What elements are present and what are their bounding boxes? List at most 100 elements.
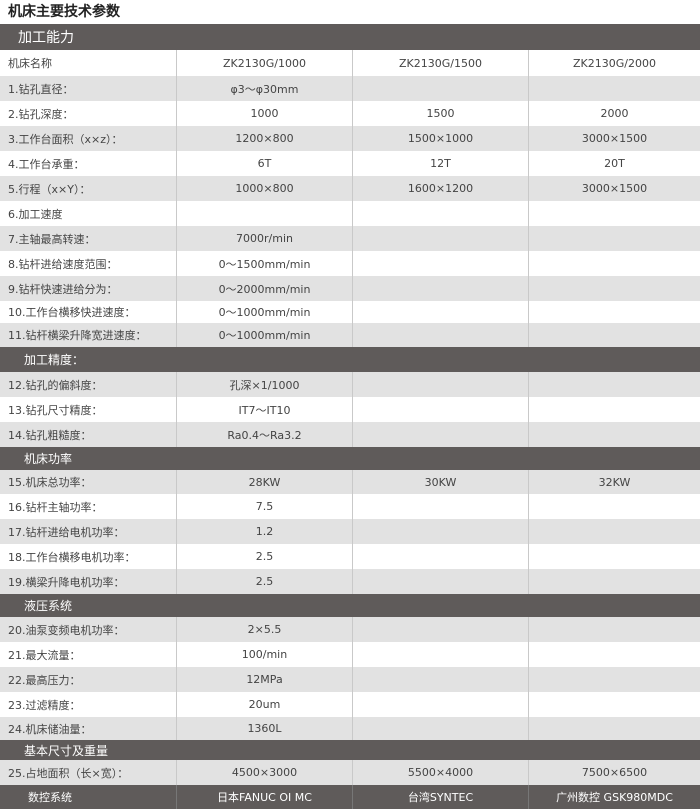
page-title: 机床主要技术参数: [8, 4, 120, 20]
table-row: 18.工作台横移电机功率： 2.5: [0, 544, 700, 569]
table-row: 20.油泵变频电机功率： 2×5.5: [0, 617, 700, 642]
param-label: 1.钻孔直径：: [8, 82, 74, 96]
param-value: [528, 667, 700, 692]
param-value: [528, 642, 700, 667]
section-header: 液压系统: [0, 594, 700, 617]
param-label: 24.机床储油量：: [8, 722, 92, 736]
table-row: 14.钻孔粗糙度： Ra0.4～Ra3.2: [0, 422, 700, 447]
param-value: [352, 617, 528, 642]
param-value: [352, 226, 528, 251]
param-label: 11.钻杆横梁升降宽进速度：: [8, 329, 147, 342]
param-value: [352, 276, 528, 301]
param-value: 20T: [528, 151, 700, 176]
param-value: [352, 422, 528, 447]
param-label: 机床名称: [8, 57, 52, 70]
param-value: 2×5.5: [176, 617, 352, 642]
param-value: 12MPa: [176, 667, 352, 692]
param-value: 2000: [528, 101, 700, 126]
param-label: 4.工作台承重：: [8, 157, 85, 171]
param-value: [352, 667, 528, 692]
param-label: 22.最高压力：: [8, 673, 81, 687]
param-value: [528, 226, 700, 251]
param-value: 2.5: [176, 544, 352, 569]
param-label: 10.工作台横移快进速度：: [8, 306, 136, 319]
param-value: ZK2130G/2000: [528, 50, 700, 76]
param-label: 12.钻孔的偏斜度：: [8, 378, 103, 392]
param-value: [352, 251, 528, 276]
table-row: 24.机床储油量： 1360L: [0, 717, 700, 740]
param-value: 28KW: [176, 470, 352, 494]
param-label: 14.钻孔粗糙度：: [8, 428, 92, 442]
table-row: 11.钻杆横梁升降宽进速度： 0～1000mm/min: [0, 323, 700, 347]
table-row: 23.过滤精度： 20um: [0, 692, 700, 717]
table-row: 25.占地面积（长×宽）： 4500×3000 5500×4000 7500×6500: [0, 760, 700, 785]
param-label: 16.钻杆主轴功率：: [8, 500, 103, 514]
table-row: 15.机床总功率： 28KW 30KW 32KW: [0, 470, 700, 494]
param-value: [528, 76, 700, 101]
param-value: [528, 201, 700, 226]
param-label: 20.油泵变频电机功率：: [8, 623, 125, 637]
param-value: [352, 201, 528, 226]
param-value: 3000×1500: [528, 126, 700, 151]
param-value: ZK2130G/1000: [176, 50, 352, 76]
control-system-row: 数控系统 日本FANUC OI MC 台湾SYNTEC 广州数控 GSK980MDC: [0, 785, 700, 809]
param-label: 25.占地面积（长×宽）：: [8, 766, 129, 780]
section-header: 机床功率: [0, 447, 700, 470]
param-value: 1600×1200: [352, 176, 528, 201]
param-value: [528, 276, 700, 301]
param-value: [528, 422, 700, 447]
control-system-value: 日本FANUC OI MC: [176, 785, 352, 809]
param-value: [528, 569, 700, 594]
param-label: 13.钻孔尺寸精度：: [8, 403, 103, 417]
param-value: [352, 717, 528, 740]
table-row: 1.钻孔直径： φ3～φ30mm: [0, 76, 700, 101]
param-label: 17.钻杆进给电机功率：: [8, 525, 125, 539]
param-value: [352, 397, 528, 422]
param-value: [176, 201, 352, 226]
param-label: 5.行程（x×Y）：: [8, 182, 91, 196]
param-value: [352, 372, 528, 397]
table-row: 5.行程（x×Y）： 1000×800 1600×1200 3000×1500: [0, 176, 700, 201]
param-value: φ3～φ30mm: [176, 76, 352, 101]
param-value: [528, 519, 700, 544]
param-label: 21.最大流量：: [8, 648, 81, 662]
param-label: 18.工作台横移电机功率：: [8, 550, 136, 564]
section-header: 加工能力: [0, 24, 700, 50]
control-system-label: 数控系统: [28, 791, 72, 804]
param-value: 6T: [176, 151, 352, 176]
param-value: ZK2130G/1500: [352, 50, 528, 76]
param-value: 孔深×1/1000: [176, 372, 352, 397]
param-label: 8.钻杆进给速度范围：: [8, 257, 118, 271]
param-label: 3.工作台面积（x×z）：: [8, 132, 123, 146]
param-value: [528, 692, 700, 717]
control-system-value: 台湾SYNTEC: [352, 785, 528, 809]
spec-table: 加工能力机床名称 ZK2130G/1000 ZK2130G/1500 ZK2130G/…: [0, 24, 700, 809]
table-row: 9.钻杆快速进给分为： 0～2000mm/min: [0, 276, 700, 301]
param-value: 2.5: [176, 569, 352, 594]
param-value: [528, 323, 700, 347]
param-label: 23.过滤精度：: [8, 698, 81, 712]
param-value: 1000: [176, 101, 352, 126]
table-row: 4.工作台承重： 6T 12T 20T: [0, 151, 700, 176]
param-value: 1.2: [176, 519, 352, 544]
param-value: 7.5: [176, 494, 352, 519]
param-value: IT7～IT10: [176, 397, 352, 422]
table-row: 19.横梁升降电机功率： 2.5: [0, 569, 700, 594]
table-row: 22.最高压力： 12MPa: [0, 667, 700, 692]
param-value: 0～1000mm/min: [176, 301, 352, 323]
param-value: 32KW: [528, 470, 700, 494]
param-label: 7.主轴最高转速：: [8, 232, 96, 246]
param-value: 4500×3000: [176, 760, 352, 785]
param-value: [352, 544, 528, 569]
param-value: [352, 519, 528, 544]
param-value: [528, 544, 700, 569]
table-row: 12.钻孔的偏斜度： 孔深×1/1000: [0, 372, 700, 397]
param-value: 1200×800: [176, 126, 352, 151]
param-value: 0～2000mm/min: [176, 276, 352, 301]
param-label: 2.钻孔深度：: [8, 107, 74, 121]
table-row: 7.主轴最高转速： 7000r/min: [0, 226, 700, 251]
table-row: 16.钻杆主轴功率： 7.5: [0, 494, 700, 519]
param-value: [352, 301, 528, 323]
control-system-value: 广州数控 GSK980MDC: [528, 785, 700, 809]
param-value: 20um: [176, 692, 352, 717]
